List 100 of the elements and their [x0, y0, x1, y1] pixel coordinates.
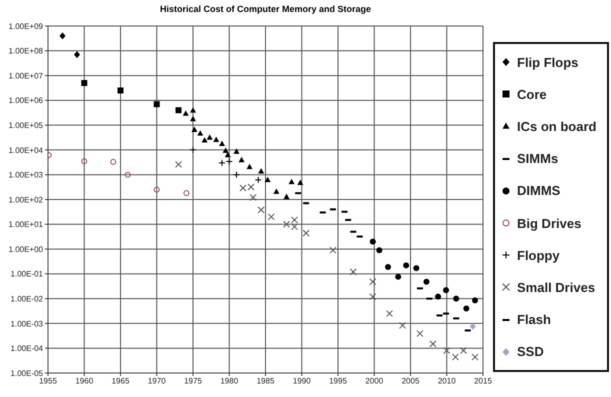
- point: [197, 130, 204, 136]
- y-tick-label: 1.00E+09: [8, 22, 44, 31]
- point: [238, 156, 245, 162]
- point: [350, 268, 357, 276]
- x-tick-label: 1970: [148, 376, 166, 386]
- point: [385, 264, 392, 270]
- point: [175, 160, 182, 168]
- point: [219, 140, 225, 146]
- point: [460, 346, 467, 354]
- point: [297, 180, 304, 186]
- point: [302, 230, 310, 237]
- point: [463, 306, 470, 312]
- point: [472, 297, 478, 304]
- x-tick-label: 1955: [39, 376, 58, 386]
- legend-label: Flip Flops: [517, 54, 578, 70]
- point: [435, 294, 442, 300]
- chart-title: Historical Cost of Computer Memory and Storage: [158, 4, 372, 14]
- point: [452, 354, 459, 361]
- point: [74, 51, 80, 58]
- point: [248, 183, 254, 190]
- point: [190, 107, 196, 113]
- x-tick-label: 1995: [329, 376, 348, 386]
- y-tick-label: 1.00E+00: [8, 244, 44, 254]
- point: [234, 148, 240, 154]
- y-tick-label: 1.00E+05: [8, 120, 44, 130]
- point: [191, 126, 198, 132]
- y-tick-label: 1.00E+07: [8, 71, 44, 80]
- x-tick-label: 1980: [220, 376, 239, 386]
- point: [213, 136, 220, 142]
- legend-label: Flash: [517, 312, 551, 328]
- point: [453, 296, 460, 302]
- point: [283, 220, 290, 228]
- point: [369, 278, 376, 286]
- x-tick-label: 2005: [402, 376, 420, 386]
- point: [60, 32, 66, 40]
- point: [222, 147, 229, 153]
- point: [329, 246, 336, 254]
- point: [395, 274, 402, 280]
- point: [218, 159, 226, 166]
- point: [233, 171, 240, 178]
- point: [250, 194, 257, 202]
- point: [443, 287, 450, 294]
- point: [264, 176, 271, 182]
- point: [240, 184, 247, 192]
- point: [182, 110, 189, 116]
- point: [258, 168, 264, 174]
- y-tick-label: 1.00E+04: [8, 146, 44, 155]
- point: [154, 101, 160, 108]
- point: [206, 134, 213, 140]
- point: [369, 293, 376, 300]
- point: [416, 330, 424, 338]
- y-tick-label: 1.00E-04: [10, 344, 44, 354]
- y-tick-label: 1.00E+01: [8, 220, 44, 230]
- y-tick-label: 1.00E+08: [8, 46, 44, 56]
- x-tick-label: 1960: [75, 376, 94, 386]
- y-tick-label: 1.00E-01: [10, 270, 44, 279]
- point: [370, 238, 376, 245]
- x-tick-label: 1985: [256, 376, 275, 386]
- legend-label: Core: [517, 86, 547, 102]
- point: [176, 107, 182, 114]
- x-tick-label: 2000: [365, 376, 384, 386]
- point: [190, 116, 196, 122]
- point: [386, 310, 393, 318]
- point: [81, 80, 88, 86]
- point: [413, 265, 420, 272]
- point: [154, 186, 160, 193]
- point: [288, 178, 295, 184]
- legend-label: ICs on board: [517, 118, 596, 134]
- point: [224, 152, 231, 158]
- y-tick-label: 1.00E-05: [10, 368, 44, 378]
- y-tick-label: 1.00E-03: [10, 319, 44, 328]
- legend-label: Big Drives: [517, 216, 582, 231]
- legend-label: SIMMs: [517, 151, 558, 166]
- point: [423, 278, 430, 285]
- y-tick-label: 1.00E+02: [8, 195, 44, 204]
- point: [202, 137, 208, 142]
- point: [110, 158, 116, 165]
- point: [403, 262, 410, 268]
- x-tick-label: 1975: [184, 376, 202, 386]
- point: [183, 190, 190, 196]
- point: [258, 206, 265, 214]
- point: [399, 322, 406, 329]
- y-tick-label: 1.00E+06: [8, 96, 44, 106]
- point: [376, 247, 382, 254]
- point: [226, 158, 233, 166]
- legend-label: SSD: [517, 344, 544, 360]
- y-tick-label: 1.00E-02: [10, 294, 44, 304]
- y-tick-label: 1.00E+03: [8, 170, 44, 180]
- point: [429, 340, 436, 348]
- point: [268, 213, 275, 220]
- point: [284, 194, 290, 200]
- x-tick-label: 1965: [112, 376, 130, 386]
- point: [470, 322, 476, 330]
- legend-label: Floppy: [517, 248, 560, 263]
- point: [246, 164, 253, 170]
- legend-label: Small Drives: [517, 280, 596, 295]
- point: [254, 176, 262, 184]
- x-tick-label: 2015: [474, 376, 492, 386]
- x-tick-label: 1990: [292, 376, 312, 386]
- point: [443, 346, 450, 354]
